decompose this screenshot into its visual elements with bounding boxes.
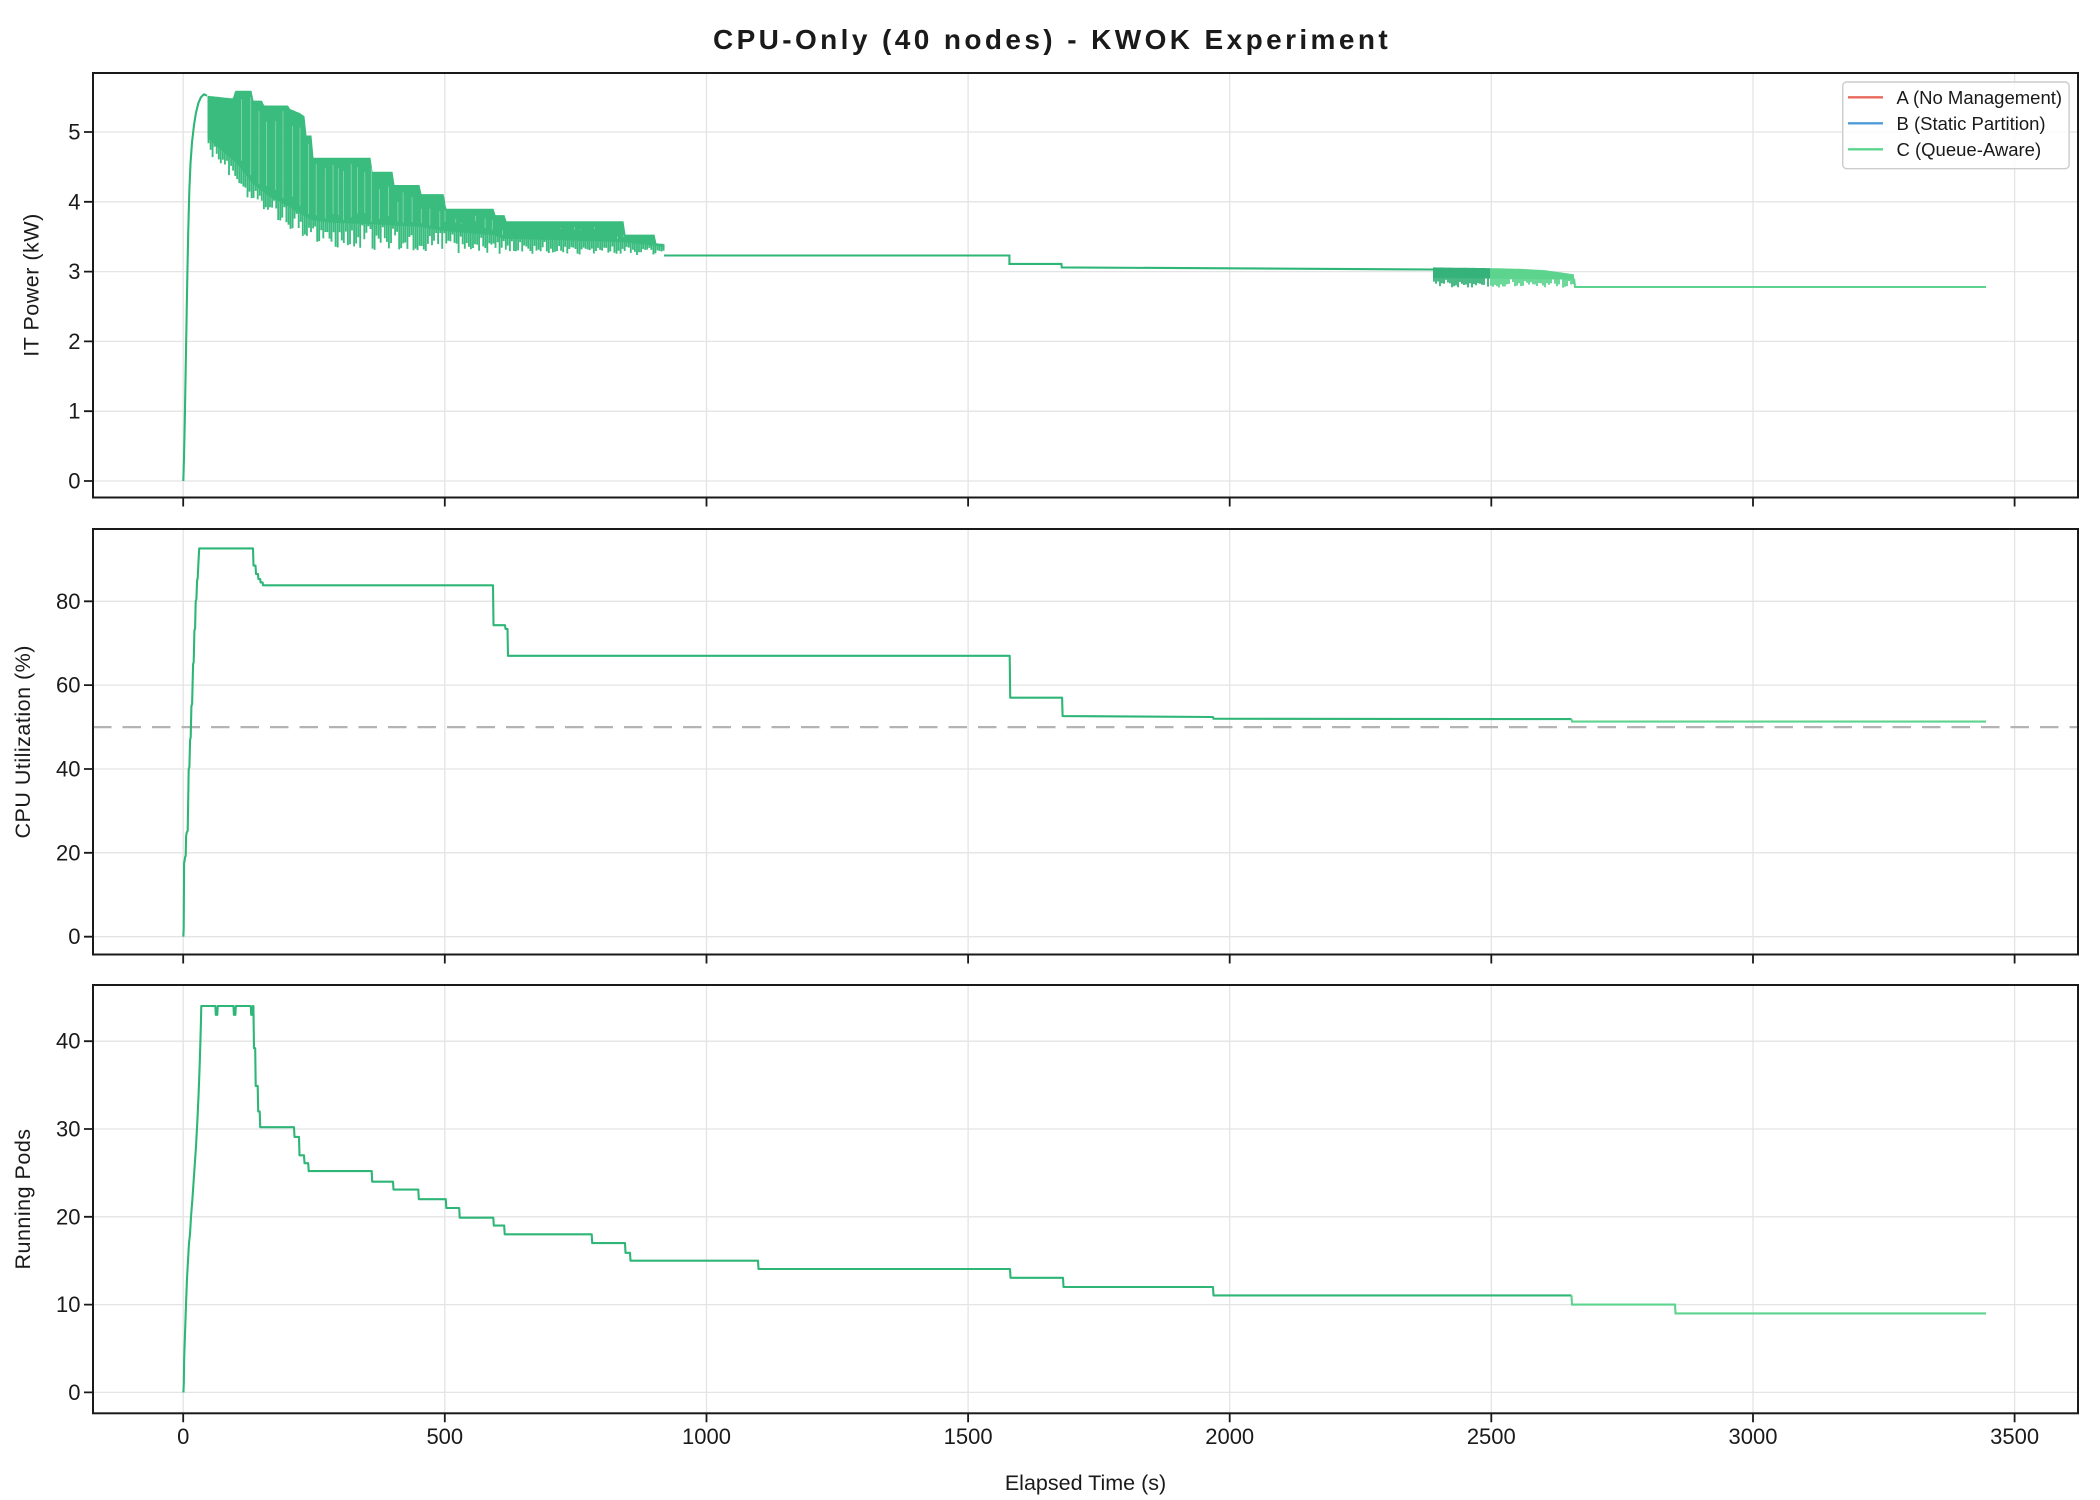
svg-text:C (Queue-Aware): C (Queue-Aware): [1897, 139, 2042, 160]
svg-text:1500: 1500: [944, 1424, 993, 1449]
svg-text:A (No Management): A (No Management): [1897, 87, 2063, 108]
svg-text:2000: 2000: [1205, 1424, 1254, 1449]
svg-text:0: 0: [177, 1424, 189, 1449]
svg-text:5: 5: [68, 120, 80, 145]
svg-text:0: 0: [68, 924, 80, 949]
svg-text:40: 40: [56, 757, 80, 782]
svg-text:80: 80: [56, 589, 80, 614]
svg-text:3000: 3000: [1729, 1424, 1778, 1449]
svg-text:1: 1: [68, 399, 80, 424]
svg-text:40: 40: [56, 1029, 80, 1054]
svg-text:60: 60: [56, 673, 80, 698]
svg-text:1000: 1000: [682, 1424, 731, 1449]
svg-text:10: 10: [56, 1292, 80, 1317]
svg-text:3500: 3500: [1990, 1424, 2039, 1449]
svg-text:Elapsed Time (s): Elapsed Time (s): [1005, 1471, 1166, 1495]
svg-text:CPU Utilization (%): CPU Utilization (%): [11, 645, 35, 838]
svg-text:2: 2: [68, 329, 80, 354]
svg-text:4: 4: [68, 189, 80, 214]
svg-text:2500: 2500: [1467, 1424, 1516, 1449]
svg-text:IT Power (kW): IT Power (kW): [20, 213, 44, 356]
svg-text:B (Static Partition): B (Static Partition): [1897, 113, 2046, 134]
svg-text:20: 20: [56, 840, 80, 865]
svg-text:0: 0: [68, 469, 80, 494]
svg-text:20: 20: [56, 1204, 80, 1229]
svg-text:500: 500: [426, 1424, 463, 1449]
svg-text:0: 0: [68, 1380, 80, 1405]
svg-text:3: 3: [68, 259, 80, 284]
svg-text:30: 30: [56, 1117, 80, 1142]
svg-text:CPU-Only (40 nodes) - KWOK Exp: CPU-Only (40 nodes) - KWOK Experiment: [713, 24, 1391, 55]
svg-text:Running Pods: Running Pods: [11, 1128, 35, 1269]
